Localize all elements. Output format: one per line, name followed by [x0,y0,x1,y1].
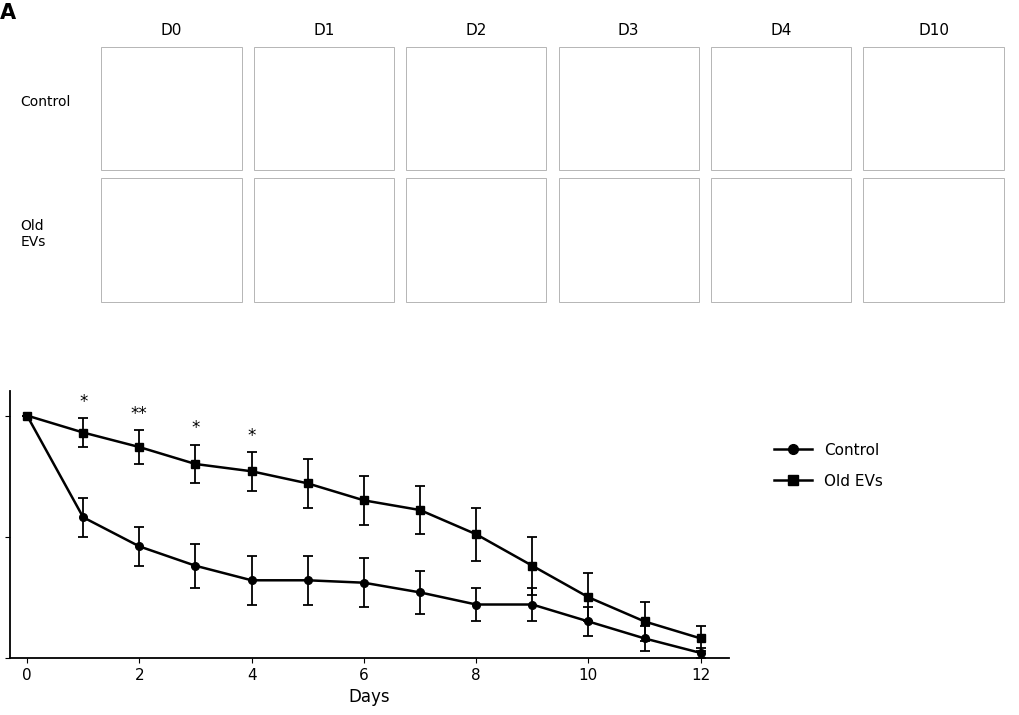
Text: D1: D1 [313,23,334,38]
Text: *: * [248,427,256,445]
Text: Control: Control [20,95,70,109]
FancyBboxPatch shape [406,46,546,169]
Legend: Control, Old EVs: Control, Old EVs [772,443,882,488]
Text: **: ** [130,405,148,423]
FancyBboxPatch shape [710,179,851,302]
Text: D2: D2 [465,23,486,38]
FancyBboxPatch shape [406,179,546,302]
FancyBboxPatch shape [710,46,851,169]
X-axis label: Days: Days [348,688,390,706]
FancyBboxPatch shape [101,179,242,302]
Text: D4: D4 [769,23,791,38]
FancyBboxPatch shape [558,179,698,302]
Text: D3: D3 [618,23,639,38]
Text: *: * [78,393,88,410]
Text: D0: D0 [161,23,182,38]
Text: *: * [192,420,200,438]
Text: A: A [0,3,16,23]
FancyBboxPatch shape [863,179,1003,302]
FancyBboxPatch shape [558,46,698,169]
Text: Old
EVs: Old EVs [20,219,46,249]
FancyBboxPatch shape [101,46,242,169]
FancyBboxPatch shape [863,46,1003,169]
FancyBboxPatch shape [254,46,393,169]
FancyBboxPatch shape [254,179,393,302]
Text: D10: D10 [917,23,948,38]
